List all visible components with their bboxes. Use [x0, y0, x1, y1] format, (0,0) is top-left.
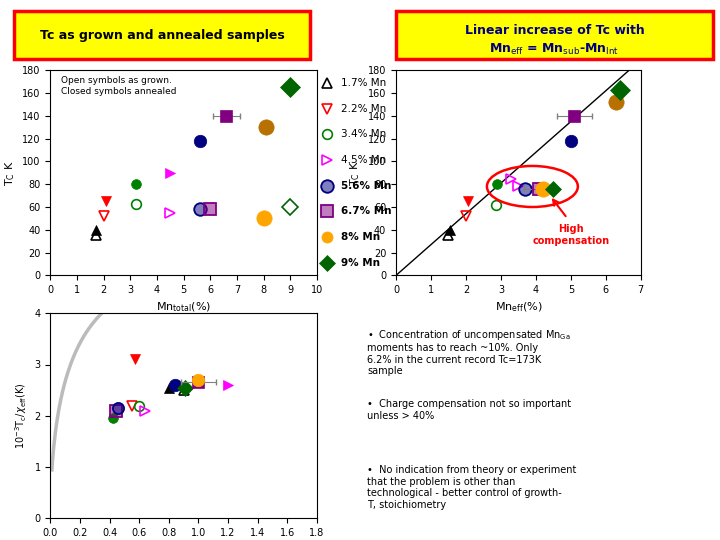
Text: Mn$_{\mathsf{eff}}$ = Mn$_{\mathsf{sub}}$-Mn$_{\mathsf{Int}}$: Mn$_{\mathsf{eff}}$ = Mn$_{\mathsf{sub}}…: [490, 42, 619, 57]
X-axis label: Mn$_{\mathrm{eff}}$(%): Mn$_{\mathrm{eff}}$(%): [495, 301, 542, 314]
Text: •  Concentration of uncompensated Mn$_{\mathrm{Ga}}$
moments has to reach ~10%. : • Concentration of uncompensated Mn$_{\m…: [367, 328, 571, 376]
Text: 4.5% Mn: 4.5% Mn: [341, 155, 386, 165]
Text: 9% Mn: 9% Mn: [341, 258, 380, 268]
FancyBboxPatch shape: [396, 11, 713, 59]
Text: 2.2% Mn: 2.2% Mn: [341, 104, 386, 114]
Y-axis label: T$_\mathrm{C}$ K: T$_\mathrm{C}$ K: [3, 160, 17, 186]
FancyBboxPatch shape: [14, 11, 310, 59]
X-axis label: Mn$_{\mathrm{total}}$(%): Mn$_{\mathrm{total}}$(%): [156, 301, 211, 314]
Text: •  Charge compensation not so important
unless > 40%: • Charge compensation not so important u…: [367, 400, 571, 421]
Text: High
compensation: High compensation: [532, 224, 609, 246]
Text: 3.4% Mn: 3.4% Mn: [341, 129, 386, 139]
Text: Tc as grown and annealed samples: Tc as grown and annealed samples: [40, 29, 284, 42]
Text: •  No indication from theory or experiment
that the problem is other than
techno: • No indication from theory or experimen…: [367, 465, 577, 510]
Text: 6.7% Mn: 6.7% Mn: [341, 206, 392, 217]
Text: 8% Mn: 8% Mn: [341, 232, 380, 242]
Text: 1.7% Mn: 1.7% Mn: [341, 78, 386, 88]
Text: 5.6% Mn: 5.6% Mn: [341, 180, 392, 191]
Y-axis label: 10$^{-3}$T$_\mathrm{c}$/$\chi_{\mathrm{eff}}$(K): 10$^{-3}$T$_\mathrm{c}$/$\chi_{\mathrm{e…: [13, 382, 29, 449]
Y-axis label: T$_\mathrm{C}$ K: T$_\mathrm{C}$ K: [348, 160, 362, 186]
Text: Open symbols as grown.
Closed symbols annealed: Open symbols as grown. Closed symbols an…: [61, 76, 176, 96]
Text: Linear increase of Tc with: Linear increase of Tc with: [464, 24, 644, 37]
